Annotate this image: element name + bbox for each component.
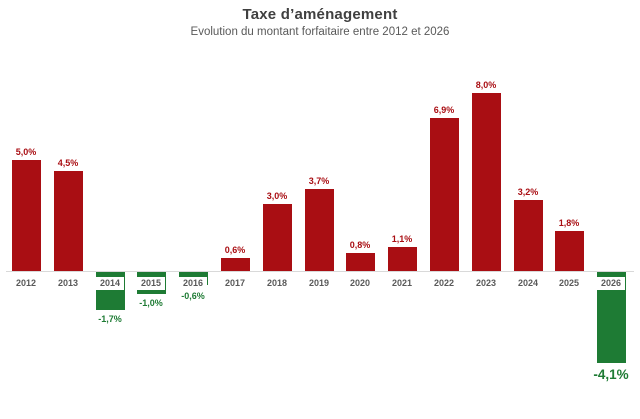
bar-2012 [12, 160, 41, 271]
value-label-2016: -0,6% [181, 291, 205, 301]
bar-2017 [221, 258, 250, 271]
value-label-2022: 6,9% [433, 105, 455, 115]
value-label-2020: 0,8% [349, 240, 371, 250]
year-label-2016: 2016 [179, 277, 207, 290]
bar-2023 [472, 93, 501, 271]
value-label-2018: 3,0% [266, 191, 288, 201]
bar-2020 [346, 253, 375, 271]
year-label-2021: 2021 [391, 278, 413, 288]
chart-subtitle: Evolution du montant forfaitaire entre 2… [190, 26, 450, 38]
value-label-2014: -1,7% [98, 314, 122, 324]
value-label-2026: -4,1% [593, 367, 629, 382]
value-label-2024: 3,2% [517, 187, 539, 197]
chart-title: Taxe d’aménagement [242, 6, 398, 23]
x-axis-line [6, 271, 634, 272]
year-label-2026: 2026 [597, 277, 625, 290]
bar-2024 [514, 200, 543, 271]
bar-2021 [388, 247, 417, 271]
year-label-2019: 2019 [308, 278, 330, 288]
bar-2022 [430, 118, 459, 271]
year-label-2023: 2023 [475, 278, 497, 288]
bar-2018 [263, 204, 292, 271]
value-label-2021: 1,1% [391, 234, 413, 244]
year-label-2018: 2018 [266, 278, 288, 288]
value-label-2013: 4,5% [57, 158, 79, 168]
bar-2013 [54, 171, 83, 271]
year-label-2024: 2024 [517, 278, 539, 288]
value-label-2012: 5,0% [15, 147, 37, 157]
bar-2025 [555, 231, 584, 271]
year-label-2025: 2025 [558, 278, 580, 288]
year-label-2020: 2020 [349, 278, 371, 288]
bar-2019 [305, 189, 334, 271]
year-label-2014: 2014 [96, 277, 124, 290]
value-label-2025: 1,8% [558, 218, 580, 228]
year-label-2015: 2015 [137, 277, 165, 290]
value-label-2023: 8,0% [475, 80, 497, 90]
value-label-2017: 0,6% [224, 245, 246, 255]
value-label-2015: -1,0% [139, 298, 163, 308]
year-label-2012: 2012 [15, 278, 37, 288]
year-label-2013: 2013 [57, 278, 79, 288]
year-label-2017: 2017 [224, 278, 246, 288]
year-label-2022: 2022 [433, 278, 455, 288]
value-label-2019: 3,7% [308, 176, 330, 186]
